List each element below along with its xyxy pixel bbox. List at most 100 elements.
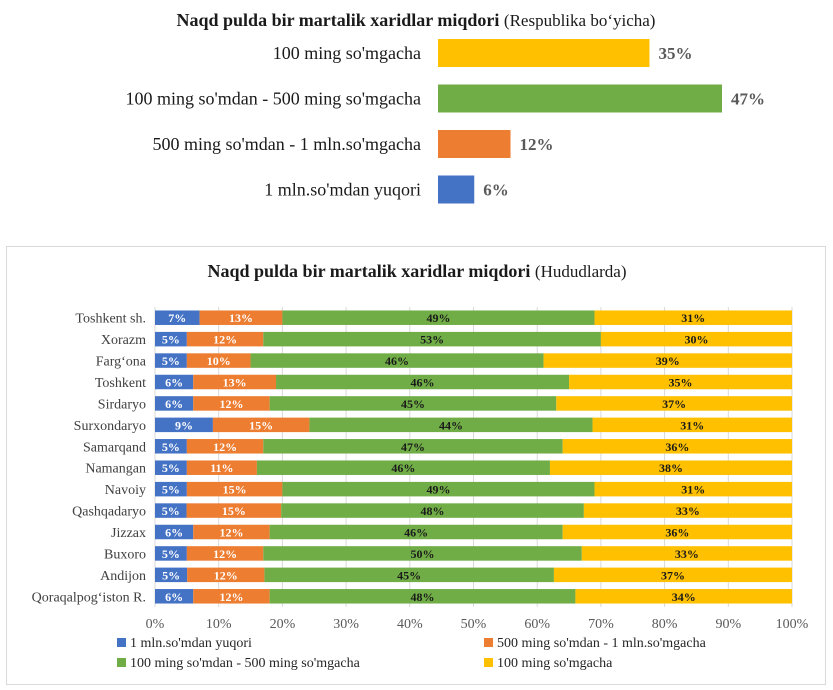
chart2-data-label: 45% [397,568,421,582]
chart1-value-label: 6% [483,181,509,200]
chart2-segment-toshkent-s0 [155,374,194,390]
chart1-bar-500-ming-so-mdan-1-mln-so-mgacha [438,130,511,158]
chart2-category-label: Navoiy [105,483,146,498]
chart2-data-label: 36% [665,526,689,540]
chart2-data-label: 48% [411,590,435,604]
chart2-data-label: 31% [681,483,705,497]
chart2-segment-samarqand-s1 [186,439,264,454]
chart2-data-label: 10% [207,354,231,368]
chart2-x-tick-label: 10% [206,617,232,632]
chart2-data-label: 36% [665,440,689,454]
chart2-data-label: 12% [219,590,243,604]
chart2-legend-swatch-0 [117,638,126,647]
chart2-data-label: 13% [223,376,247,390]
chart2-legend-swatch-3 [484,658,493,667]
chart2-data-label: 44% [439,418,463,432]
chart2-segment-qoraqalpog-iston-r-s2 [269,589,576,604]
chart2-segment-andijon-s3 [553,567,792,583]
chart1-title-main: Naqd pulda bir martalik xaridlar miqdori [177,10,504,30]
chart2-segment-sirdaryo-s3 [556,396,792,411]
chart1-category-label: 500 ming so'mdan - 1 mln.so'mgacha [153,134,421,154]
chart2-x-tick-label: 100% [776,617,809,632]
chart2-category-label: Andijon [100,569,146,584]
chart2-data-label: 12% [219,526,243,540]
chart2-data-label: 31% [680,418,704,432]
chart1-title: Naqd pulda bir martalik xaridlar miqdori… [177,10,656,30]
chart2-legend-swatch-2 [117,658,126,667]
chart2-data-label: 5% [162,483,180,497]
chart2-segment-toshkent-s2 [276,374,570,390]
chart2-category-label: Surxondaryo [74,419,146,434]
chart2-x-tick-label: 30% [333,617,359,632]
chart2-data-label: 5% [162,333,180,347]
chart2-legend-label: 100 ming so'mgacha [497,656,613,671]
chart2-segment-surxondaryo-s0 [155,417,213,433]
chart2-data-label: 34% [672,590,696,604]
chart2-segment-qashqadaryo-s0 [155,503,187,518]
chart1-value-label: 35% [658,44,692,63]
chart2-data-label: 31% [681,311,705,325]
chart2-segment-samarqand-s2 [263,439,563,454]
chart2-data-label: 38% [659,461,683,475]
chart2-segment-qoraqalpog-iston-r-s1 [193,589,270,604]
chart2-category-label: Namangan [85,462,146,477]
chart2-category-label: Toshkent sh. [75,312,146,327]
chart2-segment-qashqadaryo-s1 [186,503,282,518]
chart2-segment-jizzax-s1 [193,524,270,540]
chart2-data-label: 12% [219,397,243,411]
chart2-data-label: 39% [656,354,680,368]
chart2-segment-farg-ona-s3 [543,353,792,368]
chart1-bar-100-ming-so-mdan-500-ming-so-mgacha [438,84,722,113]
chart2-data-label: 5% [162,461,180,475]
chart2-segment-jizzax-s0 [155,524,194,540]
chart2-segment-xorazm-s2 [263,331,601,347]
chart2-data-label: 37% [662,397,686,411]
chart2-segment-qoraqalpog-iston-r-s3 [575,589,792,604]
chart2-x-tick-label: 40% [397,617,423,632]
chart2-legend-label: 100 ming so'mdan - 500 ming so'mgacha [130,656,361,671]
chart2-segment-toshkent-sh-s3 [594,310,792,325]
chart2-segment-navoiy-s3 [594,481,792,497]
chart2-segment-andijon-s0 [155,567,188,583]
chart2-data-label: 9% [175,418,193,432]
chart2-data-label: 53% [420,333,444,347]
chart2-category-label: Qashqadaryo [72,505,146,520]
chart2-x-tick-label: 90% [715,617,741,632]
chart1-bar-100-ming-so-mgacha [438,39,650,67]
chart2-data-label: 48% [421,504,445,518]
chart2-data-label: 45% [401,397,425,411]
chart2-segment-buxoro-s2 [263,546,582,561]
chart2-segment-namangan-s2 [256,460,550,475]
chart2-category-label: Toshkent [95,376,146,391]
chart2-data-label: 49% [426,311,450,325]
regional-chart-frame: Naqd pulda bir martalik xaridlar miqdori… [6,246,826,685]
chart2-segment-andijon-s2 [264,567,554,583]
chart2-category-label: Xorazm [101,333,146,348]
chart2-segment-buxoro-s3 [581,546,792,561]
chart2-segment-jizzax-s2 [269,524,563,540]
chart2-segment-namangan-s1 [186,460,257,475]
chart2-data-label: 6% [165,397,183,411]
chart2-data-label: 12% [213,333,237,347]
chart2-subtitle: (Hududlarda) [535,262,627,281]
chart2-segment-toshkent-s1 [193,374,277,390]
chart2-title-main: Naqd pulda bir martalik xaridlar miqdori [208,261,535,281]
regional-stacked-bar-chart: Naqd pulda bir martalik xaridlar miqdori… [32,261,809,671]
chart2-segment-surxondaryo-s2 [309,417,593,433]
chart2-data-label: 6% [165,590,183,604]
chart2-segment-surxondaryo-s1 [212,417,310,433]
chart2-segment-toshkent-sh-s1 [199,310,283,325]
chart2-segment-namangan-s3 [549,460,792,475]
chart2-segment-surxondaryo-s3 [592,417,792,433]
chart2-category-label: Farg‘ona [96,355,147,370]
chart2-segment-sirdaryo-s2 [269,396,557,411]
chart2-segment-navoiy-s1 [186,481,283,497]
chart2-segment-namangan-s0 [155,460,187,475]
chart2-segment-sirdaryo-s1 [193,396,270,411]
chart1-value-label: 47% [731,90,765,109]
chart1-category-label: 1 mln.so'mdan yuqori [264,180,421,200]
chart2-category-label: Sirdaryo [98,397,146,412]
chart2-data-label: 5% [162,354,180,368]
chart1-category-label: 100 ming so'mgacha [273,43,421,63]
chart2-segment-samarqand-s3 [562,439,792,454]
